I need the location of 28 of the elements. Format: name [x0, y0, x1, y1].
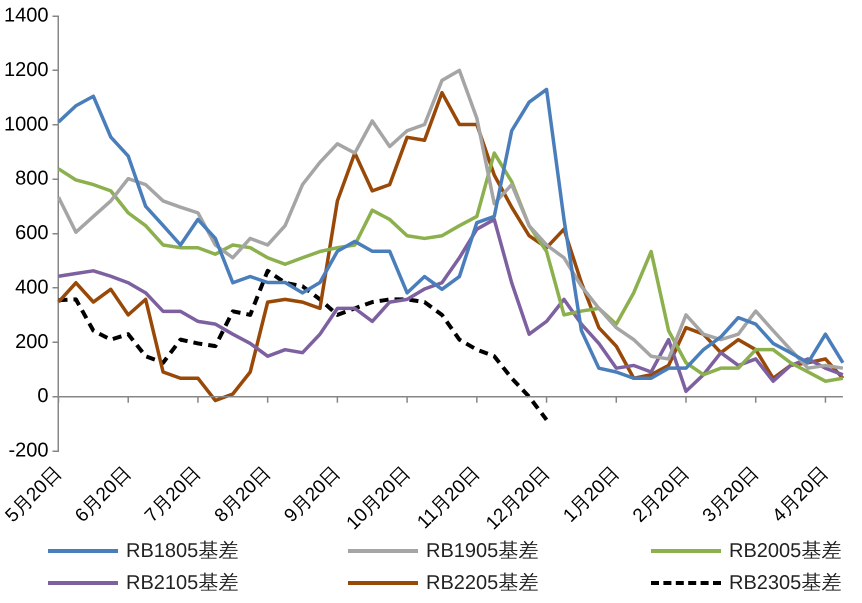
- y-tick-label: 600: [15, 222, 48, 244]
- y-tick-label: 1200: [4, 58, 48, 81]
- x-tick-label: 4月20日: [768, 462, 833, 527]
- legend-label: RB2005基差: [729, 539, 842, 564]
- legend-label: RB2305基差: [729, 571, 842, 596]
- y-tick-label: 1400: [4, 4, 48, 27]
- x-tick-label: 12月20日: [482, 462, 554, 534]
- x-tick-label: 7月20日: [141, 462, 206, 527]
- x-tick-label: 11月20日: [413, 462, 484, 534]
- x-tick-label: 2月20日: [629, 462, 694, 527]
- legend-label: RB1805基差: [126, 539, 238, 564]
- y-tick-label: 200: [15, 330, 48, 353]
- legend-label: RB1905基差: [426, 539, 538, 564]
- x-tick-label: 3月20日: [698, 462, 763, 527]
- y-tick-label: 800: [15, 168, 48, 190]
- x-tick-label: 9月20日: [280, 462, 345, 527]
- legend-label: RB2105基差: [126, 571, 238, 596]
- x-tick-label: 1月20日: [559, 462, 624, 527]
- line-series: [56, 268, 549, 422]
- y-tick-label: 1000: [4, 113, 48, 136]
- x-tick-label: 5月20日: [2, 462, 66, 527]
- x-tick-label: 8月20日: [210, 462, 275, 527]
- x-tick-label: 10月20日: [342, 462, 414, 534]
- y-tick-label: -200: [8, 440, 48, 462]
- y-tick-label: 0: [37, 385, 48, 408]
- y-tick-label: 400: [15, 276, 48, 298]
- x-tick-label: 6月20日: [71, 462, 136, 527]
- legend-label: RB2205基差: [426, 571, 538, 596]
